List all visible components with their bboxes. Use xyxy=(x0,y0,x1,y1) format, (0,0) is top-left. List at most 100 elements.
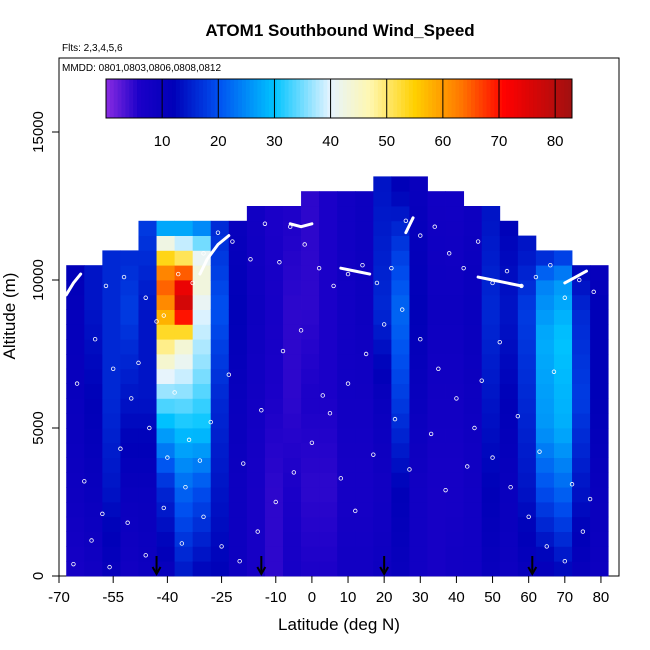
colorbar-segment xyxy=(187,79,192,118)
heatmap-cell xyxy=(355,339,374,355)
heatmap-cell xyxy=(264,235,284,251)
heatmap-cell xyxy=(427,457,446,473)
colorbar-segment xyxy=(564,79,569,118)
heatmap-cell xyxy=(499,531,519,547)
y-tick-label: 15000 xyxy=(30,111,47,153)
x-tick-label: -70 xyxy=(48,589,70,606)
heatmap-cell xyxy=(409,413,428,429)
heatmap-cell xyxy=(66,502,85,518)
colorbar-segment xyxy=(238,79,243,118)
heatmap-cell xyxy=(391,294,410,310)
heatmap-cell xyxy=(391,250,410,266)
heatmap-cell xyxy=(590,457,609,473)
colorbar-segment xyxy=(478,79,484,118)
heatmap-cell xyxy=(120,502,139,518)
heatmap-cell xyxy=(228,324,248,340)
y-axis: 0 5000 10000 15000 xyxy=(30,111,59,580)
heatmap-cell xyxy=(301,442,320,458)
heatmap-cell xyxy=(228,546,248,562)
heatmap-cell xyxy=(337,354,356,370)
colorbar-segment xyxy=(455,79,460,118)
heatmap-cell xyxy=(84,428,103,444)
heatmap-cell xyxy=(553,265,573,281)
heatmap-cell xyxy=(66,368,85,384)
heatmap-cell xyxy=(355,324,374,340)
heatmap-cell xyxy=(572,368,591,384)
heatmap-cell xyxy=(319,354,338,370)
sample-point xyxy=(475,239,481,244)
colorbar-segment xyxy=(261,79,266,118)
colorbar-segment xyxy=(195,79,200,118)
heatmap-cell xyxy=(138,546,157,562)
heatmap-cell xyxy=(301,561,320,577)
heatmap-cell xyxy=(481,457,501,473)
colorbar-segment xyxy=(272,79,278,118)
sample-point xyxy=(280,348,286,354)
colorbar-segment xyxy=(234,79,239,118)
sample-point xyxy=(215,230,221,235)
heatmap-cell xyxy=(553,516,573,532)
heatmap-cell xyxy=(138,487,157,503)
heatmap-cell xyxy=(499,354,519,370)
heatmap-cell xyxy=(228,354,248,370)
x-tick-label: -10 xyxy=(265,589,287,606)
heatmap-cell xyxy=(192,235,212,251)
heatmap-cell xyxy=(264,546,284,562)
heatmap-cell xyxy=(337,531,356,547)
heatmap-cell xyxy=(373,368,392,384)
heatmap-cell xyxy=(481,428,501,444)
heatmap-cell xyxy=(572,324,591,340)
heatmap-cell xyxy=(517,398,537,414)
colorbar-segment xyxy=(533,79,538,118)
heatmap-cell xyxy=(264,368,284,384)
heatmap-cell xyxy=(246,368,266,384)
colorbar-segment xyxy=(156,79,161,118)
heatmap-cell xyxy=(481,265,501,281)
heatmap-cell xyxy=(481,561,501,577)
heatmap-cell xyxy=(572,487,591,503)
colorbar-segment xyxy=(537,79,542,118)
heatmap-cell xyxy=(445,191,465,207)
heatmap-cell xyxy=(319,191,338,207)
heatmap-cell xyxy=(156,309,176,325)
colorbar-segment xyxy=(179,79,185,118)
heatmap-cell xyxy=(481,383,501,399)
heatmap-cell xyxy=(84,546,103,562)
sample-point xyxy=(461,265,466,271)
colorbar-segment xyxy=(513,79,519,118)
heatmap-cell xyxy=(427,354,446,370)
sample-point xyxy=(277,260,282,265)
heatmap-cell xyxy=(535,280,555,296)
heatmap-cell xyxy=(373,383,392,399)
colorbar-segment xyxy=(137,79,142,118)
sample-point xyxy=(230,239,235,244)
heatmap-cell xyxy=(120,294,139,310)
heatmap-cell xyxy=(373,413,392,429)
colorbar-tick-label: 50 xyxy=(378,133,395,150)
heatmap-cell xyxy=(120,383,139,399)
heatmap-cell xyxy=(590,339,609,355)
colorbar-segment xyxy=(436,79,441,118)
heatmap-cell xyxy=(66,442,85,458)
heatmap-cell xyxy=(445,516,465,532)
heatmap-cell xyxy=(138,324,157,340)
heatmap-cell xyxy=(463,413,483,429)
sample-point xyxy=(110,366,116,371)
heatmap-cell xyxy=(590,280,609,296)
heatmap-cell xyxy=(463,472,483,488)
x-tick-label: -25 xyxy=(211,589,233,606)
heatmap-cell xyxy=(499,220,519,236)
heatmap-cell xyxy=(391,324,410,340)
heatmap-cell xyxy=(174,428,194,444)
heatmap-cell xyxy=(174,294,194,310)
heatmap-cell xyxy=(427,220,446,236)
heatmap-cell xyxy=(373,176,392,192)
heatmap-cell xyxy=(499,472,519,488)
heatmap-cell xyxy=(102,339,121,355)
colorbar-segment xyxy=(210,79,216,118)
heatmap-cell xyxy=(517,265,537,281)
colorbar-segment xyxy=(280,79,286,118)
heatmap-cell xyxy=(409,561,428,577)
heatmap-cell xyxy=(246,339,266,355)
heatmap-cell xyxy=(264,398,284,414)
